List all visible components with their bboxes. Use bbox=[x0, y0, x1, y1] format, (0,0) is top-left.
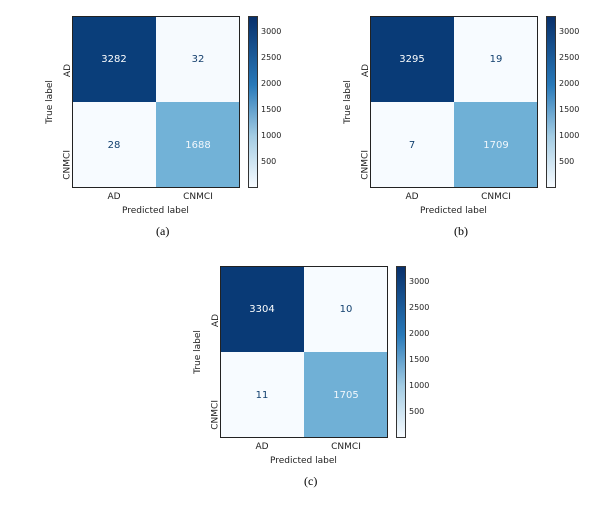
colorbar-tick-0: 500 bbox=[409, 407, 424, 416]
cell-2: 11 bbox=[220, 352, 304, 438]
xtick-0: AD bbox=[242, 442, 282, 452]
xtick-1: CNMCI bbox=[476, 192, 516, 202]
ylabel: True label bbox=[343, 80, 353, 124]
confusion-matrix-b: 32951971709ADCNMCIADCNMCITrue labelPredi… bbox=[318, 8, 588, 248]
colorbar bbox=[546, 16, 556, 188]
colorbar-tick-4: 2500 bbox=[261, 53, 281, 62]
xlabel: Predicted label bbox=[270, 456, 337, 466]
xlabel: Predicted label bbox=[420, 206, 487, 216]
cell-0: 3304 bbox=[220, 266, 304, 352]
cell-1: 32 bbox=[156, 16, 240, 102]
colorbar-tick-5: 3000 bbox=[559, 27, 579, 36]
cell-3: 1688 bbox=[156, 102, 240, 188]
colorbar-tick-4: 2500 bbox=[409, 303, 429, 312]
ytick-1: CNMCI bbox=[211, 400, 221, 430]
colorbar-tick-3: 2000 bbox=[559, 79, 579, 88]
caption-b: (b) bbox=[454, 224, 468, 239]
colorbar-tick-5: 3000 bbox=[261, 27, 281, 36]
xtick-0: AD bbox=[392, 192, 432, 202]
matrix-grid: 330410111705 bbox=[220, 266, 388, 438]
colorbar bbox=[248, 16, 258, 188]
cell-0: 3295 bbox=[370, 16, 454, 102]
caption-c: (c) bbox=[304, 474, 317, 489]
xtick-1: CNMCI bbox=[326, 442, 366, 452]
colorbar-tick-2: 1500 bbox=[409, 355, 429, 364]
cell-2: 7 bbox=[370, 102, 454, 188]
xtick-1: CNMCI bbox=[178, 192, 218, 202]
colorbar-tick-3: 2000 bbox=[261, 79, 281, 88]
ytick-0: AD bbox=[361, 64, 371, 77]
ytick-1: CNMCI bbox=[361, 150, 371, 180]
cell-3: 1705 bbox=[304, 352, 388, 438]
cell-0: 3282 bbox=[72, 16, 156, 102]
cell-3: 1709 bbox=[454, 102, 538, 188]
colorbar-tick-3: 2000 bbox=[409, 329, 429, 338]
colorbar-tick-0: 500 bbox=[261, 157, 276, 166]
cell-1: 19 bbox=[454, 16, 538, 102]
ylabel: True label bbox=[193, 330, 203, 374]
colorbar bbox=[396, 266, 406, 438]
cell-1: 10 bbox=[304, 266, 388, 352]
confusion-matrix-a: 328232281688ADCNMCIADCNMCITrue labelPred… bbox=[20, 8, 290, 248]
colorbar-tick-4: 2500 bbox=[559, 53, 579, 62]
colorbar-tick-5: 3000 bbox=[409, 277, 429, 286]
colorbar-tick-1: 1000 bbox=[261, 131, 281, 140]
ylabel: True label bbox=[45, 80, 55, 124]
colorbar-tick-2: 1500 bbox=[559, 105, 579, 114]
colorbar-tick-2: 1500 bbox=[261, 105, 281, 114]
colorbar-tick-1: 1000 bbox=[559, 131, 579, 140]
caption-a: (a) bbox=[156, 224, 169, 239]
ytick-1: CNMCI bbox=[63, 150, 73, 180]
ytick-0: AD bbox=[211, 314, 221, 327]
colorbar-tick-0: 500 bbox=[559, 157, 574, 166]
ytick-0: AD bbox=[63, 64, 73, 77]
xtick-0: AD bbox=[94, 192, 134, 202]
matrix-grid: 328232281688 bbox=[72, 16, 240, 188]
cell-2: 28 bbox=[72, 102, 156, 188]
matrix-grid: 32951971709 bbox=[370, 16, 538, 188]
colorbar-tick-1: 1000 bbox=[409, 381, 429, 390]
xlabel: Predicted label bbox=[122, 206, 189, 216]
confusion-matrix-c: 330410111705ADCNMCIADCNMCITrue labelPred… bbox=[168, 258, 438, 498]
